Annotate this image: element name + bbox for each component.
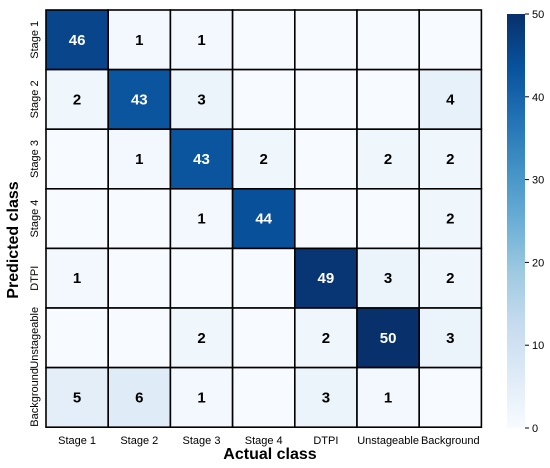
y-tick-label: Background: [29, 368, 41, 427]
cell-value-label: 1: [197, 211, 205, 228]
colorbar-tick-label: 50: [532, 9, 544, 21]
heatmap-cells: 46 1 1 2 43 3 4 1 43 2 2 2 1 44 2 1 49 3 2 2 2 50 3 5 6 1 3 1: [45, 9, 483, 429]
x-tick-label: Stage 2: [120, 435, 158, 447]
cell-value-label: 1: [135, 32, 143, 49]
heatmap-cell-r6-c2: [107, 307, 172, 369]
heatmap-cell-r3-c7: [418, 128, 483, 190]
heatmap-cell-r1-c1: [45, 9, 110, 71]
heatmap-cell-r4-c4: [231, 188, 296, 250]
y-tick-label: Stage 3: [29, 140, 41, 178]
colorbar-tick-label: 0: [532, 423, 538, 435]
cell-value-label: 2: [73, 91, 81, 108]
cell-value-label: 2: [260, 151, 268, 168]
heatmap-cell-r3-c2: [107, 128, 172, 190]
y-tick-label: Stage 1: [29, 21, 41, 59]
heatmap-cell-r5-c2: [107, 247, 172, 309]
cell-value-label: 2: [446, 151, 454, 168]
heatmap-cell-r7-c7: [418, 366, 483, 429]
cell-value-label: 46: [69, 32, 86, 49]
heatmap-cell-r5-c6: [356, 247, 421, 309]
colorbar-tick-label: 10: [532, 340, 544, 352]
y-tick-label: Unstageable: [29, 307, 41, 369]
cell-value-label: 6: [135, 389, 143, 406]
heatmap-cell-r2-c3: [169, 68, 234, 130]
cell-value-label: 50: [380, 330, 397, 347]
cell-value-label: 43: [131, 91, 148, 108]
heatmap-cell-r1-c2: [107, 9, 172, 71]
x-tick-label: Stage 4: [245, 435, 283, 447]
x-tick-label: Unstageable: [357, 435, 419, 447]
y-tick-label: Stage 2: [29, 80, 41, 118]
x-tick-label: Background: [421, 435, 480, 447]
colorbar-tick-label: 20: [532, 257, 544, 269]
cell-value-label: 2: [322, 330, 330, 347]
y-tick-label: Stage 4: [29, 200, 41, 238]
heatmap-cell-r3-c1: [45, 128, 110, 190]
x-tick-labels: Stage 1 Stage 2 Stage 3 Stage 4 DTPI Unstagea…: [58, 435, 480, 447]
colorbar-tick-label: 30: [532, 175, 544, 187]
heatmap-cell-r1-c5: [293, 9, 358, 71]
heatmap-cell-r5-c5: [293, 247, 358, 309]
cell-value-label: 2: [197, 330, 205, 347]
cell-value-label: 1: [197, 32, 205, 49]
heatmap-cell-r4-c1: [45, 188, 110, 250]
heatmap-cell-r4-c5: [293, 188, 358, 250]
cell-value-label: 2: [384, 151, 392, 168]
heatmap-cell-r7-c4: [231, 366, 296, 429]
x-tick-label: DTPI: [313, 435, 338, 447]
cell-value-label: 5: [73, 389, 81, 406]
heatmap-cell-r1-c7: [418, 9, 483, 71]
cell-value-label: 4: [446, 91, 455, 108]
heatmap-cell-r5-c7: [418, 247, 483, 309]
cell-value-label: 1: [135, 151, 143, 168]
heatmap-cell-r6-c1: [45, 307, 110, 369]
cell-value-label: 1: [197, 389, 205, 406]
x-tick-label: Stage 1: [58, 435, 96, 447]
cell-value-label: 2: [446, 270, 454, 287]
heatmap-cell-r6-c6: [356, 307, 421, 369]
heatmap-cell-r3-c5: [293, 128, 358, 190]
y-tick-label: DTPI: [29, 266, 41, 291]
heatmap-cell-r5-c1: [45, 247, 110, 309]
cell-value-label: 44: [255, 211, 272, 228]
heatmap-cell-r1-c6: [356, 9, 421, 71]
y-axis-title: Predicted class: [5, 181, 22, 299]
heatmap-cell-r2-c4: [231, 68, 296, 130]
cell-value-label: 3: [197, 91, 205, 108]
cell-value-label: 1: [73, 270, 81, 287]
colorbar: [507, 14, 525, 428]
heatmap-cell-r6-c3: [169, 307, 234, 369]
cell-value-label: 49: [318, 270, 335, 287]
x-tick-label: Stage 3: [183, 435, 221, 447]
heatmap-cell-r6-c4: [231, 307, 296, 369]
cell-value-label: 1: [384, 389, 392, 406]
x-axis-title: Actual class: [223, 446, 316, 463]
heatmap-cell-r7-c2: [107, 366, 172, 429]
heatmap-cell-r4-c2: [107, 188, 172, 250]
colorbar-tick-label: 40: [532, 92, 544, 104]
heatmap-cell-r7-c5: [293, 366, 358, 429]
heatmap-cell-r4-c6: [356, 188, 421, 250]
heatmap-cell-r6-c7: [418, 307, 483, 369]
y-tick-labels: Stage 1 Stage 2 Stage 3 Stage 4 DTPI Unstagea…: [29, 21, 41, 427]
cell-value-label: 3: [446, 330, 454, 347]
cell-value-label: 43: [193, 151, 210, 168]
heatmap-cell-r5-c3: [169, 247, 234, 309]
cell-value-label: 2: [446, 211, 454, 228]
cell-value-label: 3: [322, 389, 330, 406]
heatmap-cell-r2-c5: [293, 68, 358, 130]
heatmap-cell-r3-c4: [231, 128, 296, 190]
heatmap-cell-r5-c4: [231, 247, 296, 309]
heatmap-cell-r2-c6: [356, 68, 421, 130]
heatmap-cell-r1-c4: [231, 9, 296, 71]
cell-value-label: 3: [384, 270, 392, 287]
colorbar-ticks: 0 10 20 30 40 50: [525, 9, 544, 435]
heatmap-cell-r7-c6: [356, 366, 421, 429]
heatmap-cell-r6-c5: [293, 307, 358, 369]
